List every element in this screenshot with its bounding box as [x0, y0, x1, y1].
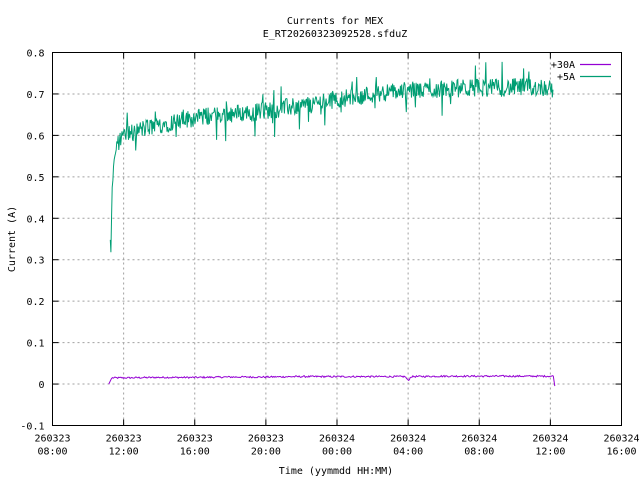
legend-entry-5a: +5A: [557, 72, 611, 83]
x-tick-label-date: 260323: [34, 434, 70, 445]
y-tick-label: 0.7: [26, 90, 44, 101]
x-tick-label-time: 20:00: [251, 447, 281, 458]
x-tick-label-date: 260324: [461, 434, 497, 445]
y-tick-label: 0.8: [26, 49, 44, 60]
chart-title: Currents for MEX: [287, 16, 383, 27]
x-tick-label-time: 16:00: [606, 447, 636, 458]
y-tick-label: 0.2: [26, 297, 44, 308]
y-tick-label: 0.5: [26, 173, 44, 184]
x-tick-label-time: 04:00: [393, 447, 423, 458]
series-line-5a: [109, 61, 554, 253]
grid: [52, 52, 622, 426]
x-axis-ticks: 260323 08:00 260323 12:00 260323 16:00 260323 2…: [34, 52, 640, 458]
x-tick-label-date: 260324: [390, 434, 426, 445]
x-tick-label-date: 260324: [532, 434, 568, 445]
y-axis-label: Current (A): [7, 206, 18, 272]
y-axis-ticks: -0.1 0 0.1 0.2 0.3 0.4 0.5 0.6 0.7 0.8: [20, 49, 622, 433]
x-tick-label-time: 16:00: [180, 447, 210, 458]
y-tick-label: 0.4: [26, 214, 44, 225]
legend-label-30a: +30A: [551, 60, 575, 71]
x-tick-label-date: 260323: [106, 434, 142, 445]
legend-label-5a: +5A: [557, 72, 575, 83]
plot-frame: [52, 52, 622, 426]
series-lines: [108, 61, 556, 387]
x-tick-label-time: 12:00: [109, 447, 139, 458]
x-axis-label: Time (yymmdd HH:MM): [279, 466, 393, 477]
x-tick-label-time: 08:00: [37, 447, 67, 458]
legend-entry-30a: +30A: [551, 60, 611, 71]
x-tick-label-date: 260324: [603, 434, 639, 445]
y-tick-label: 0.3: [26, 256, 44, 267]
legend: +30A +5A: [551, 60, 611, 83]
x-tick-label-date: 260323: [248, 434, 284, 445]
y-tick-label: 0: [38, 380, 44, 391]
x-tick-label-time: 12:00: [535, 447, 565, 458]
x-tick-label-date: 260324: [319, 434, 355, 445]
y-tick-label: -0.1: [20, 422, 44, 433]
x-tick-label-time: 00:00: [322, 447, 352, 458]
series-line-30a: [108, 374, 556, 387]
y-tick-label: 0.1: [26, 339, 44, 350]
x-tick-label-date: 260323: [177, 434, 213, 445]
y-tick-label: 0.6: [26, 131, 44, 142]
chart-subtitle: E_RT20260323092528.sfduZ: [263, 29, 408, 40]
x-tick-label-time: 08:00: [464, 447, 494, 458]
